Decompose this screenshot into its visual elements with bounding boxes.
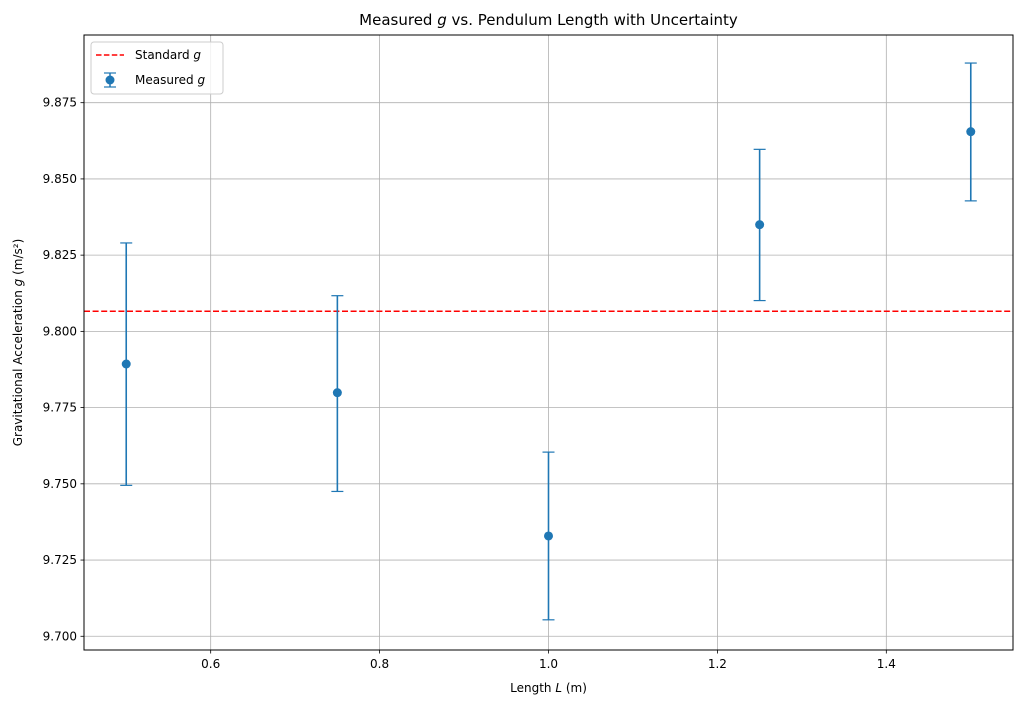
y-tick-label: 9.800: [43, 324, 77, 338]
legend-measured-g-part-1: Measured: [135, 73, 197, 87]
x-axis-label: Length L (m): [510, 681, 587, 695]
x-tick-label: 0.6: [201, 657, 220, 671]
x-axis-label-part-3: (m): [562, 681, 587, 695]
chart-title-part-1: Measured: [359, 11, 437, 29]
data-series: [120, 62, 977, 621]
y-tick-label: 9.700: [43, 629, 77, 643]
grid: [84, 35, 1013, 650]
data-point: [966, 127, 976, 137]
data-point: [332, 388, 342, 398]
y-axis-label: Gravitational Acceleration g (m/s²): [11, 239, 25, 447]
y-axis-label-part-1: Gravitational Acceleration: [11, 286, 25, 446]
x-tick-label: 0.8: [370, 657, 389, 671]
data-point: [121, 359, 131, 369]
chart-title-part-3: vs. Pendulum Length with Uncertainty: [447, 11, 738, 29]
legend-standard-g-part-2: g: [193, 48, 201, 62]
legend-measured-g-label: Measured g: [135, 73, 205, 87]
y-tick-label: 9.875: [43, 96, 77, 110]
y-tick-label: 9.725: [43, 553, 77, 567]
legend-standard-g-part-1: Standard: [135, 48, 193, 62]
y-axis-label-part-2: g: [11, 278, 25, 286]
y-tick-label: 9.775: [43, 401, 77, 415]
legend: Standard g Measured g: [90, 41, 224, 95]
x-axis-label-part-2: L: [555, 681, 562, 695]
x-axis-label-part-1: Length: [510, 681, 555, 695]
y-tick-label: 9.850: [43, 172, 77, 186]
legend-point: [105, 75, 115, 85]
x-tick-label: 1.2: [708, 657, 727, 671]
legend-measured-g-part-2: g: [197, 73, 205, 87]
y-tick-label: 9.750: [43, 477, 77, 491]
chart-title: Measured g vs. Pendulum Length with Unce…: [359, 11, 738, 29]
y-axis-label-part-3: (m/s²): [11, 239, 25, 279]
data-point: [755, 220, 765, 230]
x-tick-label: 1.4: [877, 657, 896, 671]
legend-measured-g-swatch: [104, 72, 116, 88]
legend-standard-g-label: Standard g: [135, 48, 201, 62]
x-tick-label: 1.0: [539, 657, 558, 671]
data-point: [544, 531, 553, 541]
x-axis-ticks: 0.6 0.8 1.0 1.2 1.4: [201, 650, 896, 671]
y-tick-label: 9.825: [43, 248, 77, 262]
chart-title-part-2: g: [437, 11, 447, 29]
y-axis-ticks: 9.700 9.725 9.750 9.775 9.800 9.825 9.850 9.875: [43, 96, 84, 643]
